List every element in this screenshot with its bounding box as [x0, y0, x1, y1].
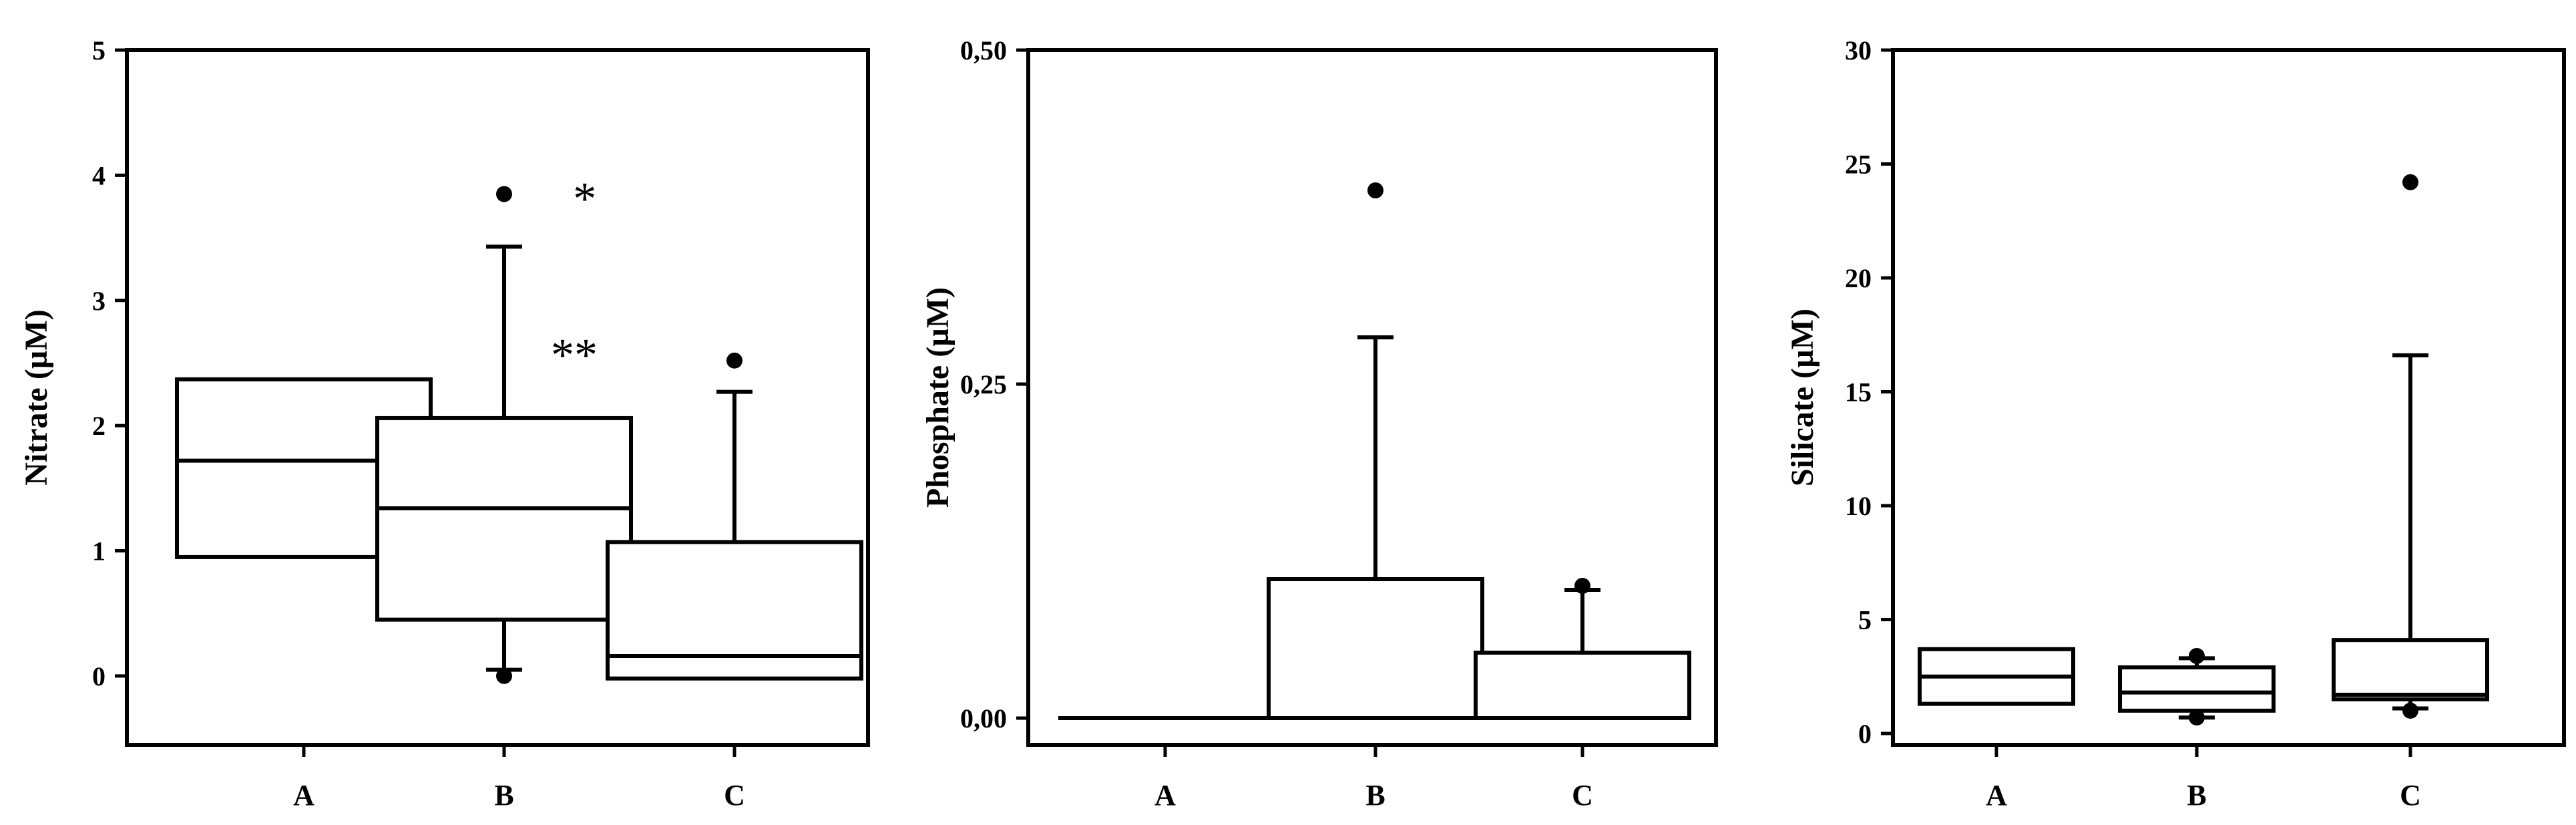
outlier-point [496, 186, 512, 202]
box-iqr [606, 540, 863, 681]
box-B [375, 186, 633, 684]
y-tick-label: 3 [92, 286, 105, 316]
y-tick-label: 5 [92, 35, 105, 65]
x-tick-label: C [2400, 779, 2421, 812]
significance-marker: * [573, 173, 596, 224]
plot-frame [1026, 48, 1718, 747]
outlier-point [1574, 578, 1590, 594]
box-iqr [2118, 665, 2276, 713]
y-axis-title: Phosphate (µM) [920, 287, 955, 508]
outlier-point [2189, 648, 2205, 665]
panel-2: 0,00 0,25 0,50 Phosphate (µM) A B C [920, 35, 1718, 812]
box-A [1918, 647, 2075, 706]
x-tick-label: C [724, 779, 745, 812]
box-iqr [2332, 638, 2489, 701]
y-tick-label: 25 [1845, 149, 1872, 179]
y-tick-label: 10 [1845, 491, 1872, 521]
y-tick-label: 0,50 [960, 35, 1007, 65]
plot-frame [1891, 48, 2566, 747]
box-iqr [375, 416, 633, 622]
significance-marker: ** [551, 330, 598, 381]
outlier-point [496, 667, 512, 684]
box-C [606, 352, 863, 681]
x-tick-label: C [1572, 779, 1593, 812]
x-tick-label: A [1986, 779, 2007, 812]
box-B [2118, 648, 2276, 726]
y-tick-label: 5 [1858, 605, 1872, 635]
x-tick-label: B [1365, 779, 1385, 812]
y-tick-label: 2 [92, 411, 105, 441]
outlier-point [1367, 182, 1383, 198]
x-tick-label: B [494, 779, 513, 812]
box-C [1474, 578, 1691, 720]
x-tick-label: A [293, 779, 314, 812]
box-iqr [1474, 651, 1691, 720]
y-tick-label: 30 [1845, 35, 1872, 65]
x-tick-label: B [2187, 779, 2206, 812]
y-axis-title: Nitrate (µM) [19, 309, 54, 486]
y-tick-label: 0 [1858, 719, 1872, 749]
y-axis-title: Silicate (µM) [1785, 309, 1820, 486]
outlier-point [726, 352, 742, 369]
box-B [1267, 182, 1484, 720]
x-tick-label: A [1154, 779, 1176, 812]
outlier-point [2402, 702, 2418, 719]
y-tick-label: 15 [1845, 377, 1872, 407]
y-tick-label: 1 [92, 536, 105, 566]
y-tick-label: 0,00 [960, 703, 1007, 733]
y-tick-label: 20 [1845, 263, 1872, 293]
y-tick-label: 0 [92, 661, 105, 691]
box-C [2332, 174, 2489, 719]
y-tick-label: 4 [92, 160, 105, 190]
box-iqr [1267, 577, 1484, 720]
outlier-point [2189, 709, 2205, 726]
panel-3: 0 5 10 15 20 25 30 Silicate (µM) A B C [1785, 35, 2566, 812]
plot-frame [125, 48, 870, 747]
outlier-point [2402, 174, 2418, 190]
y-tick-label: 0,25 [960, 369, 1007, 399]
